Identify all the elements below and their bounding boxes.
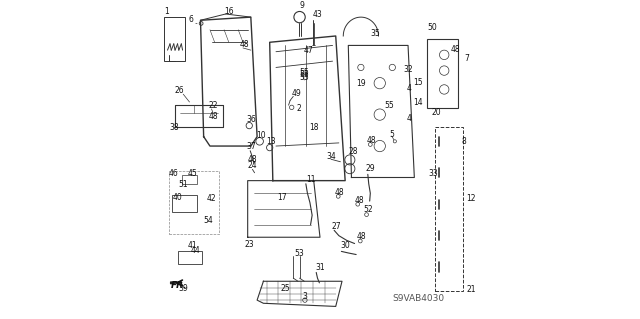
- Text: 41: 41: [188, 241, 198, 250]
- Text: 19: 19: [356, 79, 366, 88]
- Text: 36: 36: [246, 115, 256, 124]
- Text: 45: 45: [188, 169, 198, 178]
- Text: 14: 14: [413, 98, 422, 107]
- Text: 7: 7: [465, 54, 470, 63]
- Text: 23: 23: [244, 240, 254, 249]
- Text: 55: 55: [300, 70, 309, 79]
- Text: 48: 48: [209, 112, 218, 121]
- Bar: [172, 195, 197, 212]
- Text: 22: 22: [209, 101, 218, 110]
- Text: 42: 42: [207, 194, 216, 203]
- Text: 29: 29: [365, 164, 375, 173]
- Text: 51: 51: [179, 180, 188, 189]
- Text: 5: 5: [389, 130, 394, 139]
- Text: 26: 26: [175, 85, 184, 95]
- Text: 50: 50: [427, 23, 436, 32]
- Text: 20: 20: [431, 108, 441, 117]
- Text: 48: 48: [357, 232, 367, 241]
- Text: 35: 35: [371, 29, 380, 38]
- Text: 13: 13: [266, 137, 276, 146]
- Text: 8: 8: [461, 137, 467, 146]
- Text: 53: 53: [295, 249, 305, 258]
- Text: 48: 48: [355, 196, 364, 205]
- Text: 33: 33: [429, 169, 438, 178]
- Text: 34: 34: [326, 152, 336, 161]
- Text: 49: 49: [292, 89, 301, 98]
- Text: 54: 54: [204, 216, 213, 225]
- Text: 48: 48: [451, 45, 460, 54]
- Text: 38: 38: [169, 123, 179, 132]
- Text: 6: 6: [189, 15, 193, 24]
- Text: 52: 52: [364, 205, 373, 214]
- Bar: [179, 251, 202, 264]
- Text: 16: 16: [224, 7, 234, 16]
- Bar: [182, 175, 197, 184]
- Text: 46: 46: [169, 169, 179, 178]
- Text: 15: 15: [413, 78, 422, 87]
- Bar: [164, 17, 185, 61]
- Text: 25: 25: [281, 284, 291, 293]
- Text: 4: 4: [406, 114, 412, 123]
- Text: 37: 37: [246, 142, 256, 151]
- Text: FR.: FR.: [171, 281, 188, 290]
- Text: 44: 44: [191, 246, 201, 255]
- Text: 1: 1: [164, 7, 169, 16]
- Text: 28: 28: [348, 147, 358, 156]
- Text: 48: 48: [367, 136, 376, 145]
- Text: 32: 32: [403, 65, 413, 74]
- Text: 43: 43: [312, 10, 322, 19]
- Text: 31: 31: [316, 263, 325, 272]
- Text: 9: 9: [300, 1, 305, 10]
- Text: 39: 39: [179, 284, 188, 293]
- Text: 3: 3: [303, 292, 308, 300]
- Bar: [169, 171, 220, 234]
- Text: 21: 21: [466, 285, 476, 294]
- Text: 4: 4: [406, 84, 412, 93]
- Text: 11: 11: [306, 175, 316, 184]
- Bar: [435, 127, 463, 291]
- Polygon shape: [171, 282, 178, 284]
- Text: 47: 47: [303, 46, 314, 55]
- Text: 12: 12: [466, 194, 476, 203]
- Text: 55: 55: [300, 68, 309, 77]
- Text: 40: 40: [172, 192, 182, 202]
- Text: 55: 55: [385, 101, 394, 110]
- Text: 55: 55: [300, 73, 309, 82]
- Text: 24: 24: [248, 161, 257, 170]
- Text: 2: 2: [296, 104, 301, 114]
- Bar: [427, 39, 458, 108]
- Text: 48: 48: [248, 155, 257, 164]
- Text: 27: 27: [331, 222, 340, 231]
- Text: 18: 18: [309, 123, 319, 132]
- Text: S9VAB4030: S9VAB4030: [392, 294, 444, 303]
- Text: 30: 30: [340, 241, 350, 250]
- Text: 48: 48: [240, 40, 250, 49]
- Text: 48: 48: [335, 188, 345, 197]
- Text: 10: 10: [257, 131, 266, 140]
- Text: 17: 17: [278, 192, 287, 202]
